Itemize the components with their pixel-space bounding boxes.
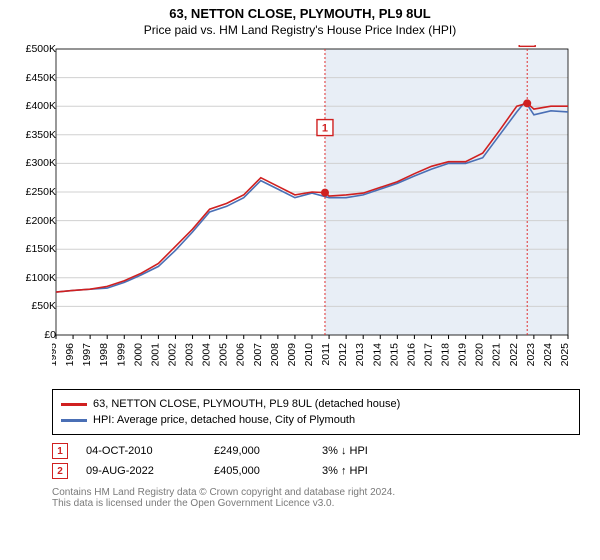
sales-row-1: 1 04-OCT-2010 £249,000 3% ↓ HPI [52, 441, 580, 461]
x-tick-label: 1999 [115, 343, 127, 367]
y-tick-label: £50K [11, 300, 56, 312]
y-tick-label: £350K [11, 129, 56, 141]
marker-number: 1 [322, 123, 328, 135]
x-tick-label: 2001 [149, 343, 161, 367]
y-tick-label: £200K [11, 215, 56, 227]
x-tick-label: 2005 [218, 343, 230, 367]
x-tick-label: 2012 [337, 343, 349, 367]
legend-label-property: 63, NETTON CLOSE, PLYMOUTH, PL9 8UL (det… [93, 398, 400, 410]
sales-row-2: 2 09-AUG-2022 £405,000 3% ↑ HPI [52, 461, 580, 481]
legend-label-hpi: HPI: Average price, detached house, City… [93, 414, 355, 426]
sale-pct-2: 3% ↑ HPI [322, 465, 412, 477]
y-tick-label: £0 [11, 329, 56, 341]
y-tick-label: £250K [11, 186, 56, 198]
x-tick-label: 2025 [559, 343, 571, 367]
y-tick-label: £400K [11, 100, 56, 112]
x-tick-label: 2006 [235, 343, 247, 367]
page-subtitle: Price paid vs. HM Land Registry's House … [0, 21, 600, 37]
sale-price-1: £249,000 [214, 445, 304, 457]
x-tick-label: 1998 [98, 343, 110, 367]
x-tick-label: 2020 [474, 343, 486, 367]
x-tick-label: 2015 [388, 343, 400, 367]
legend-row-property: 63, NETTON CLOSE, PLYMOUTH, PL9 8UL (det… [61, 396, 571, 412]
x-tick-label: 1996 [64, 343, 76, 367]
x-tick-label: 2014 [371, 343, 383, 367]
x-tick-label: 2023 [525, 343, 537, 367]
x-tick-label: 2007 [252, 343, 264, 367]
footer-line-1: Contains HM Land Registry data © Crown c… [52, 487, 580, 498]
legend-row-hpi: HPI: Average price, detached house, City… [61, 412, 571, 428]
y-tick-label: £500K [11, 43, 56, 55]
footer-line-2: This data is licensed under the Open Gov… [52, 498, 580, 509]
x-tick-label: 2002 [166, 343, 178, 367]
x-tick-label: 2008 [269, 343, 281, 367]
legend-box: 63, NETTON CLOSE, PLYMOUTH, PL9 8UL (det… [52, 389, 580, 435]
sale-pct-1: 3% ↓ HPI [322, 445, 412, 457]
x-tick-label: 2019 [457, 343, 469, 367]
marker-badge-2: 2 [52, 463, 68, 479]
x-tick-label: 2018 [440, 343, 452, 367]
x-tick-label: 1997 [81, 343, 93, 367]
x-tick-label: 2000 [132, 343, 144, 367]
x-tick-label: 2003 [184, 343, 196, 367]
legend-swatch-property [61, 403, 87, 406]
sales-table: 1 04-OCT-2010 £249,000 3% ↓ HPI 2 09-AUG… [52, 441, 580, 481]
marker-badge-1: 1 [52, 443, 68, 459]
footer: Contains HM Land Registry data © Crown c… [52, 487, 580, 509]
y-tick-label: £300K [11, 157, 56, 169]
x-tick-label: 2009 [286, 343, 298, 367]
x-tick-label: 2013 [354, 343, 366, 367]
x-tick-label: 2004 [201, 343, 213, 367]
y-tick-label: £100K [11, 272, 56, 284]
sale-price-2: £405,000 [214, 465, 304, 477]
x-tick-label: 1995 [52, 343, 59, 367]
x-tick-label: 2011 [320, 343, 332, 366]
x-tick-label: 2024 [542, 343, 554, 367]
y-tick-label: £450K [11, 72, 56, 84]
x-tick-label: 2016 [405, 343, 417, 367]
x-tick-label: 2017 [422, 343, 434, 367]
y-tick-label: £150K [11, 243, 56, 255]
sale-date-2: 09-AUG-2022 [86, 465, 196, 477]
x-tick-label: 2022 [508, 343, 520, 367]
x-tick-label: 2021 [491, 343, 503, 367]
page-title: 63, NETTON CLOSE, PLYMOUTH, PL9 8UL [0, 0, 600, 21]
sale-date-1: 04-OCT-2010 [86, 445, 196, 457]
chart-area: 1995 1996 1997 1998 1999 2000 2001 2002 2003 2004… [52, 45, 572, 385]
legend-swatch-hpi [61, 419, 87, 422]
x-tick-label: 2010 [303, 343, 315, 367]
